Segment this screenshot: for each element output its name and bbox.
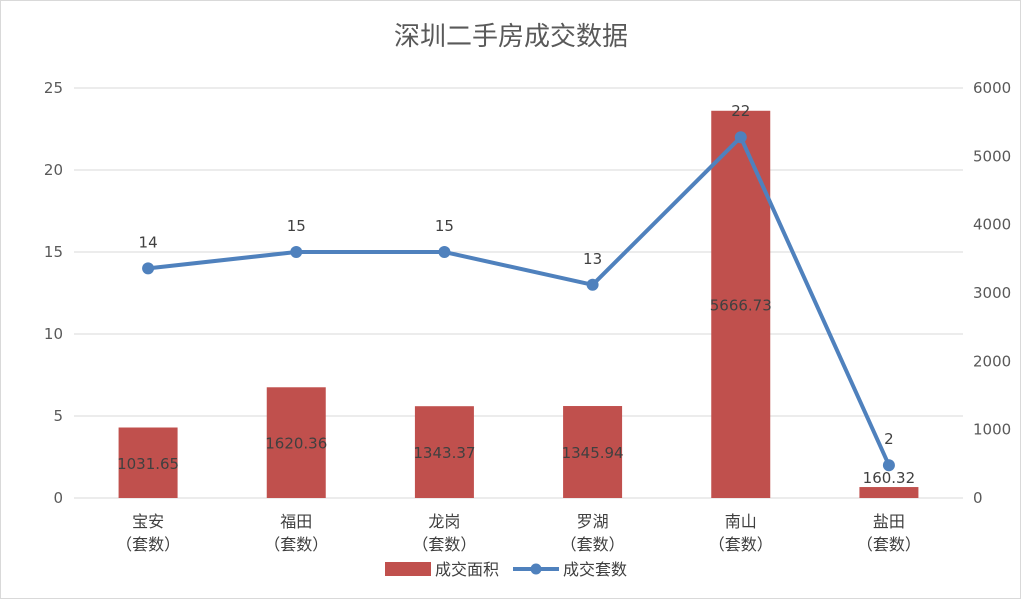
legend: 成交面积 成交套数 — [385, 560, 627, 579]
bar — [859, 487, 919, 498]
line-data-label: 22 — [731, 102, 750, 120]
right-tick-label: 5000 — [973, 147, 1011, 165]
right-tick-label: 3000 — [973, 284, 1011, 302]
line-series — [142, 131, 895, 472]
category-label: 龙岗（套数） — [412, 512, 476, 554]
left-tick-label: 5 — [53, 407, 63, 425]
right-tick-label: 0 — [973, 489, 983, 507]
line-data-label: 15 — [435, 217, 454, 235]
line-point — [734, 131, 747, 144]
line-point — [586, 278, 599, 291]
line-data-label: 13 — [583, 250, 602, 268]
bar — [563, 406, 623, 498]
left-tick-label: 25 — [44, 79, 63, 97]
line-point — [438, 246, 451, 258]
series-line — [147, 135, 891, 467]
line-point — [290, 246, 303, 258]
bar-data-label: 160.32 — [863, 469, 916, 487]
left-axis: 0 5 10 15 20 25 — [44, 79, 63, 507]
bar-data-label: 1345.94 — [562, 444, 624, 462]
bar — [711, 110, 771, 499]
right-tick-label: 2000 — [973, 352, 1011, 370]
line-point — [882, 459, 895, 472]
right-tick-label: 4000 — [973, 216, 1011, 234]
line-data-label: 14 — [139, 233, 158, 251]
bar-data-labels: 1031.65 1620.36 1343.37 1345.94 5666.73 160.3… — [117, 296, 915, 487]
bar — [118, 427, 178, 498]
bar-series — [118, 110, 919, 499]
left-tick-label: 15 — [44, 243, 63, 261]
category-axis: 宝安（套数） 福田（套数） 龙岗（套数） 罗湖（套数） 南山（套数） 盐田（套数） — [116, 512, 921, 554]
category-label: 盐田（套数） — [857, 512, 921, 554]
chart-title: 深圳二手房成交数据 — [394, 22, 628, 52]
legend-line-marker — [530, 563, 542, 575]
line-data-label: 2 — [884, 430, 894, 448]
left-tick-label: 20 — [44, 161, 63, 179]
left-tick-label: 0 — [53, 489, 63, 507]
legend-bar-label: 成交面积 — [435, 560, 499, 579]
left-tick-label: 10 — [44, 325, 63, 343]
bar-data-label: 1031.65 — [117, 455, 179, 473]
category-label: 罗湖（套数） — [561, 512, 625, 554]
line-data-label: 15 — [287, 217, 306, 235]
category-label: 宝安（套数） — [116, 512, 180, 554]
grid-lines — [74, 87, 963, 499]
category-label: 福田（套数） — [264, 512, 328, 554]
right-tick-label: 1000 — [973, 421, 1011, 439]
right-tick-label: 6000 — [973, 79, 1011, 97]
category-label: 南山（套数） — [709, 512, 773, 554]
bar-data-label: 5666.73 — [710, 296, 772, 314]
bar — [414, 406, 474, 498]
line-point — [142, 262, 155, 275]
bar — [266, 387, 326, 498]
right-axis: 0 1000 2000 3000 4000 5000 6000 — [973, 79, 1011, 507]
bar-data-label: 1620.36 — [265, 435, 327, 453]
legend-bar-swatch — [385, 562, 431, 576]
bar-data-label: 1343.37 — [413, 444, 475, 462]
legend-line-label: 成交套数 — [563, 560, 627, 579]
